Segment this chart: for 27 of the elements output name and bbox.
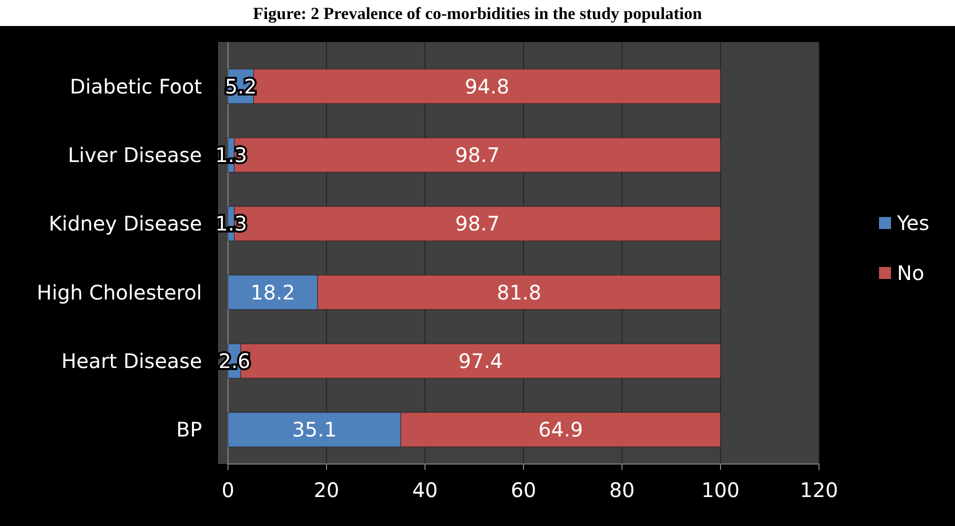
x-tick-label: 20 (314, 478, 340, 502)
data-label: 1.3 (215, 212, 248, 236)
data-label: 35.1 (292, 418, 337, 442)
legend-label: No (897, 261, 924, 285)
data-label: 98.7 (455, 212, 500, 236)
data-label: 64.9 (538, 418, 583, 442)
data-label: 2.6 (218, 349, 250, 373)
x-tick-label: 100 (701, 478, 740, 502)
data-label: 97.4 (458, 349, 503, 373)
legend-label: Yes (896, 211, 930, 235)
y-tick-label: Diabetic Foot (70, 74, 202, 98)
data-label: 98.7 (455, 143, 500, 167)
y-tick-label: Heart Disease (61, 349, 202, 373)
y-tick-label: Kidney Disease (48, 212, 202, 236)
chart-title: Figure: 2 Prevalence of co-morbidities in the study population (253, 4, 702, 23)
data-label: 94.8 (464, 74, 510, 98)
y-tick-label: High Cholesterol (36, 280, 202, 304)
x-tick-label: 80 (609, 478, 635, 502)
y-tick-label: BP (176, 418, 202, 442)
data-label: 81.8 (496, 280, 542, 304)
x-tick-label: 40 (412, 478, 438, 502)
y-tick-label: Liver Disease (68, 143, 202, 167)
x-tick-label: 60 (510, 478, 536, 502)
x-tick-label: 120 (800, 478, 838, 502)
data-label: 1.3 (215, 143, 248, 167)
data-label: 18.2 (250, 280, 296, 304)
x-tick-label: 0 (222, 478, 234, 502)
